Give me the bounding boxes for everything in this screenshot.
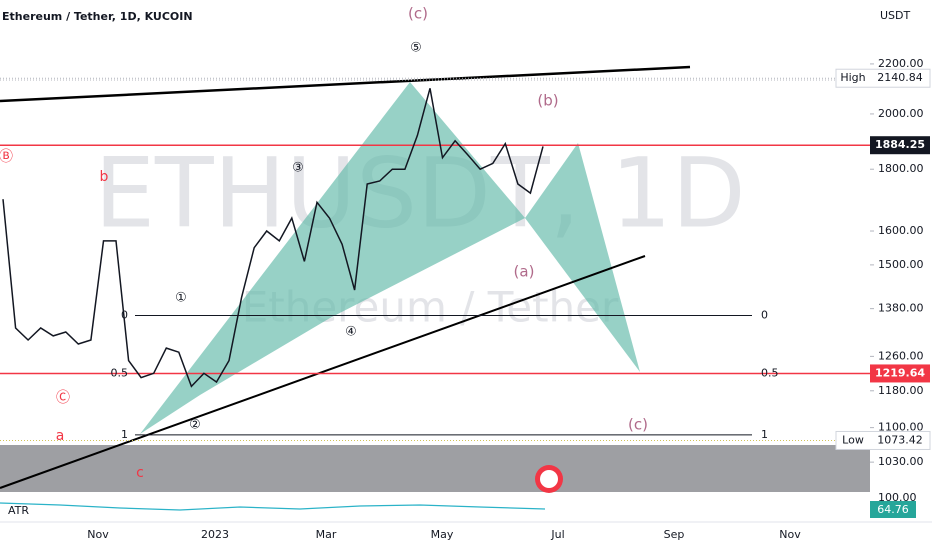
atr-value-box xyxy=(870,501,916,518)
harmonic-pattern xyxy=(525,143,640,372)
y-tick-label: 1100.00 xyxy=(878,421,924,434)
x-tick-label: May xyxy=(431,528,454,541)
price-line xyxy=(2,88,544,388)
wave-label: ⑤ xyxy=(410,41,422,56)
currency: USDT xyxy=(880,9,911,22)
x-tick-label: Sep xyxy=(664,528,685,541)
atr-line xyxy=(0,502,546,511)
wave-label: ④ xyxy=(345,325,357,340)
price-box xyxy=(870,364,930,383)
low-box xyxy=(835,430,931,450)
y-tick-label: 1260.00 xyxy=(878,349,924,362)
chart-title: Ethereum / Tether, 1D, KUCOIN xyxy=(2,10,193,23)
harmonic-pattern xyxy=(140,82,525,434)
y-tick-label: 1600.00 xyxy=(878,224,924,237)
trend-line xyxy=(0,255,646,489)
y-tick-label: 1030.00 xyxy=(878,455,924,468)
range-zone xyxy=(0,445,870,492)
x-tick-label: Nov xyxy=(779,528,801,541)
x-tick-label: Mar xyxy=(316,528,337,541)
wave-label: Ⓑ xyxy=(0,149,13,165)
fib-label: 0 xyxy=(121,309,128,322)
price-label: 1219.64 xyxy=(875,366,925,379)
y-tick-label: 2000.00 xyxy=(878,107,924,120)
high-value: 2140.84 xyxy=(877,71,923,84)
y-tick-label: 1180.00 xyxy=(878,384,924,397)
fib-label: 0.5 xyxy=(761,366,779,379)
y-tick-label: 1380.00 xyxy=(878,302,924,315)
low-label: Low xyxy=(842,433,864,446)
fib-label: 1 xyxy=(121,428,128,441)
y-tick-label: 2200.00 xyxy=(878,57,924,70)
wave-label: c xyxy=(136,465,144,481)
atr-tick: 100.00 xyxy=(878,491,917,504)
y-tick-label: 1500.00 xyxy=(878,258,924,271)
wave-label: (c) xyxy=(628,416,648,434)
low-value: 1073.42 xyxy=(877,433,923,446)
event-icon[interactable] xyxy=(540,470,558,488)
wave-label: (c) xyxy=(408,5,428,23)
x-tick-label: Jul xyxy=(550,528,564,541)
wave-label: ① xyxy=(175,291,187,306)
high-label: High xyxy=(840,71,865,84)
fib-label: 1 xyxy=(761,428,768,441)
x-tick-label: Nov xyxy=(87,528,109,541)
wave-label: ③ xyxy=(292,161,304,176)
trend-line xyxy=(0,65,691,103)
wave-label: ② xyxy=(189,418,201,433)
wave-label: a xyxy=(56,428,65,444)
atr-value: 64.76 xyxy=(877,503,909,516)
wave-label: (a) xyxy=(514,263,535,281)
price-box xyxy=(870,136,930,155)
fib-label: 0 xyxy=(761,309,768,322)
wave-label: Ⓒ xyxy=(56,390,70,406)
wave-label: b xyxy=(100,169,109,185)
y-tick-label: 1800.00 xyxy=(878,162,924,175)
x-tick-label: 2023 xyxy=(201,528,229,541)
high-box xyxy=(835,68,931,88)
fib-label: 0.5 xyxy=(111,366,129,379)
price-label: 1884.25 xyxy=(875,138,925,151)
atr-label: ATR xyxy=(8,504,29,517)
wave-label: (b) xyxy=(537,92,558,110)
